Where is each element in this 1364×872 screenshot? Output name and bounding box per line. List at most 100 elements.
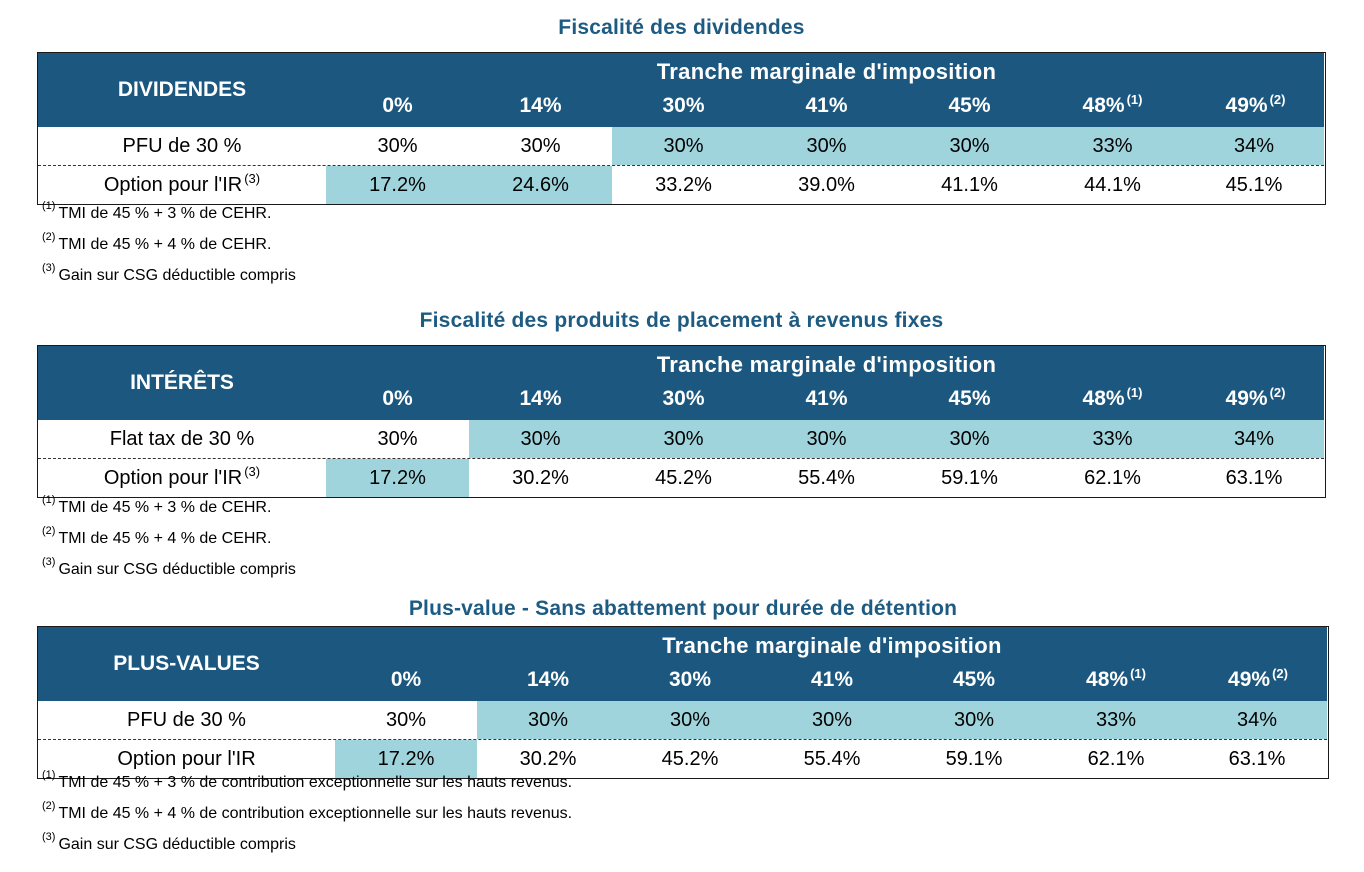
- footnote-marker: (2): [42, 231, 56, 243]
- column-header: 41%: [761, 665, 903, 695]
- column-header: 0%: [326, 91, 469, 121]
- column-header-label: 49%: [1225, 387, 1268, 410]
- table-header: DIVIDENDES Tranche marginale d'imposition…: [38, 53, 1324, 127]
- row-label-header: PLUS-VALUES: [113, 652, 260, 675]
- table-cell: 45.2%: [661, 748, 719, 770]
- table-cell: 17.2%: [326, 166, 469, 204]
- row-label: Option pour l'IR (3): [38, 459, 326, 497]
- row-label-text: PFU de 30 %: [122, 135, 242, 157]
- column-header: 41%: [755, 384, 898, 414]
- table-cell: 33.2%: [655, 174, 712, 196]
- tax-table: INTÉRÊTS Tranche marginale d'imposition 0%…: [37, 345, 1326, 498]
- table-cell: 59.1%: [945, 748, 1003, 770]
- table-cell: 30%: [469, 420, 612, 458]
- column-header-label: 45%: [948, 387, 991, 410]
- column-header: 45%: [898, 384, 1041, 414]
- table-cell: 62.1%: [1087, 748, 1145, 770]
- table-cell: 55.4%: [803, 748, 861, 770]
- table-cell: 34%: [1187, 701, 1327, 739]
- table-cell: 30%: [612, 127, 755, 165]
- column-header-label: 0%: [382, 94, 413, 117]
- column-header: 0%: [335, 665, 477, 695]
- table-cell: 30%: [898, 420, 1041, 458]
- table-cell: 30%: [903, 701, 1045, 739]
- table-cell: 62.1%: [1084, 467, 1141, 489]
- column-header: 30%: [619, 665, 761, 695]
- column-header-label: 41%: [805, 94, 848, 117]
- table-cell: 55.4%: [798, 467, 855, 489]
- footnote: (3) Gain sur CSG déductible compris: [42, 556, 296, 579]
- table-cell: 30%: [619, 701, 761, 739]
- table-cell: 34%: [1184, 420, 1324, 458]
- row-label-text: PFU de 30 %: [127, 709, 246, 731]
- row-label-text: Option pour l'IR: [117, 748, 256, 770]
- table-cell: 30%: [755, 127, 898, 165]
- table-header: PLUS-VALUES Tranche marginale d'impositio…: [38, 627, 1327, 701]
- column-footnote-ref: (1): [1130, 666, 1146, 681]
- footnote-marker: (2): [42, 800, 56, 812]
- footnote-text: Gain sur CSG déductible compris: [58, 561, 296, 578]
- footnote-text: TMI de 45 % + 4 % de CEHR.: [58, 530, 272, 547]
- column-header: 45%: [898, 91, 1041, 121]
- column-footnote-ref: (1): [1126, 385, 1143, 400]
- table-cell: 30.2%: [512, 467, 569, 489]
- column-header: 48% (1): [1041, 384, 1184, 414]
- footnote-marker: (3): [42, 831, 56, 843]
- column-header: 49% (2): [1184, 91, 1327, 121]
- table-cell: 33%: [1041, 420, 1184, 458]
- table-cell: 33%: [1041, 127, 1184, 165]
- column-header: 14%: [469, 91, 612, 121]
- row-separator: [38, 458, 1324, 459]
- column-header-label: 49%: [1225, 94, 1268, 117]
- table-row: PFU de 30 % 30% 30% 30% 30% 30% 33% 34%: [38, 701, 1327, 739]
- column-header: 49% (2): [1187, 665, 1329, 695]
- table-cell: 30%: [477, 701, 619, 739]
- table-row: Option pour l'IR (3) 17.2% 30.2% 45.2% 55.4% 5…: [38, 459, 1324, 497]
- footnote: (1) TMI de 45 % + 3 % de CEHR.: [42, 494, 271, 517]
- footnote: (1) TMI de 45 % + 3 % de CEHR.: [42, 200, 272, 223]
- row-label: Option pour l'IR (3): [38, 166, 326, 204]
- row-label-header: INTÉRÊTS: [130, 371, 234, 394]
- row-label-text: Option pour l'IR: [103, 467, 243, 489]
- table-cell: 30%: [898, 127, 1041, 165]
- row-label: PFU de 30 %: [38, 127, 326, 165]
- table-cell: 39.0%: [798, 174, 855, 196]
- tranche-header: Tranche marginale d'imposition: [662, 633, 1002, 658]
- footnote: (3) Gain sur CSG déductible compris: [42, 831, 296, 854]
- column-footnote-ref: (2): [1269, 385, 1286, 400]
- column-header-label: 0%: [382, 387, 413, 410]
- row-label: Flat tax de 30 %: [38, 420, 326, 458]
- column-header-label: 14%: [526, 668, 570, 691]
- table-cell: 59.1%: [941, 467, 998, 489]
- table-cell: 45.2%: [655, 467, 712, 489]
- table-cell: 17.2%: [335, 740, 477, 778]
- footnote-text: Gain sur CSG déductible compris: [58, 836, 296, 853]
- row-label: Option pour l'IR: [38, 740, 335, 778]
- footnote-text: TMI de 45 % + 3 % de CEHR.: [58, 205, 272, 222]
- table-cell: 30%: [385, 709, 427, 731]
- row-footnote-ref: (3): [244, 171, 261, 186]
- column-header: 0%: [326, 384, 469, 414]
- column-header-label: 45%: [952, 668, 996, 691]
- row-separator: [38, 739, 1327, 740]
- column-footnote-ref: (2): [1269, 92, 1286, 107]
- table-cell: 30.2%: [519, 748, 577, 770]
- column-header: 48% (1): [1041, 91, 1184, 121]
- footnote: (2) TMI de 45 % + 4 % de CEHR.: [42, 525, 272, 548]
- column-header: 30%: [612, 91, 755, 121]
- table-cell: 30%: [761, 701, 903, 739]
- column-header: 49% (2): [1184, 384, 1327, 414]
- table-header: INTÉRÊTS Tranche marginale d'imposition 0%…: [38, 346, 1324, 420]
- footnote: (1) TMI de 45 % + 3 % de contribution exc…: [42, 769, 572, 792]
- table-cell: 30%: [377, 428, 418, 450]
- footnote-marker: (1): [42, 769, 56, 781]
- table-cell: 45.1%: [1225, 174, 1283, 196]
- column-header: 30%: [612, 384, 755, 414]
- row-separator: [38, 165, 1324, 166]
- column-header-label: 14%: [519, 94, 562, 117]
- column-header-label: 48%: [1086, 668, 1129, 691]
- column-header-label: 14%: [519, 387, 562, 410]
- table-cell: 17.2%: [326, 459, 469, 497]
- footnote-marker: (1): [42, 200, 56, 212]
- column-header-label: 49%: [1228, 668, 1271, 691]
